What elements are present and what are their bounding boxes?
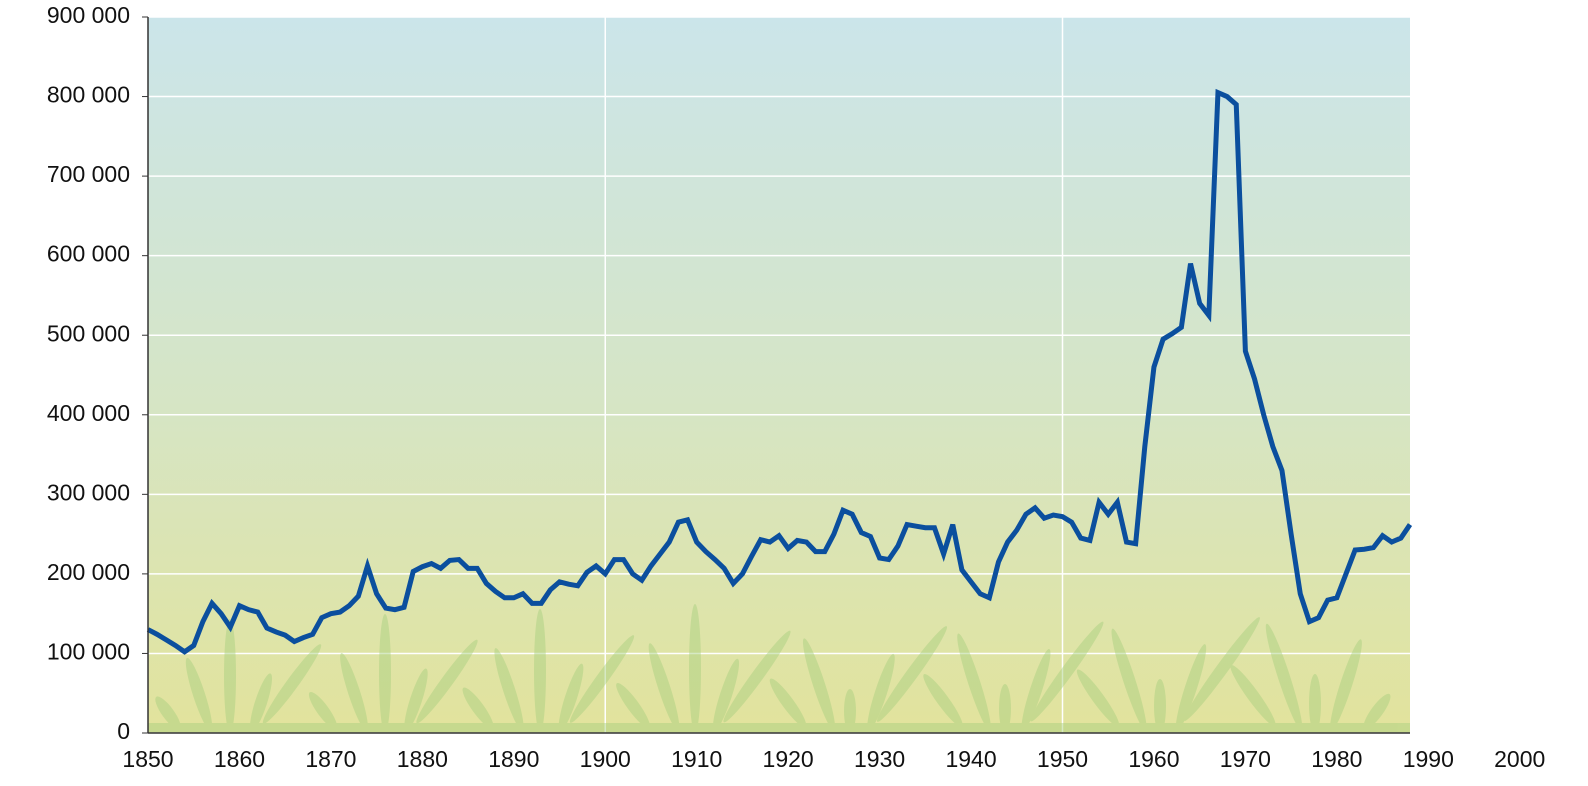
x-tick-label: 1930 — [854, 746, 905, 772]
seabed — [148, 723, 1410, 733]
x-tick-label: 1980 — [1311, 746, 1362, 772]
y-tick-label: 300 000 — [47, 479, 130, 505]
y-tick-label: 500 000 — [47, 320, 130, 346]
y-tick-label: 200 000 — [47, 559, 130, 585]
plot-background — [148, 17, 1410, 733]
chart: 0 100 000 200 000 300 000 400 000 500 000 600 … — [0, 0, 1588, 786]
y-tick-label: 900 000 — [47, 2, 130, 28]
x-tick-label: 1920 — [763, 746, 814, 772]
x-tick-label: 1900 — [580, 746, 631, 772]
seaweed — [689, 604, 701, 733]
plot-area — [148, 17, 1410, 733]
y-tick-label: 100 000 — [47, 639, 130, 665]
x-tick-label: 1860 — [214, 746, 265, 772]
y-tick-label: 700 000 — [47, 161, 130, 187]
x-tick-label: 1870 — [305, 746, 356, 772]
x-tick-label: 1850 — [122, 746, 173, 772]
y-tick-label: 0 — [117, 718, 130, 744]
x-tick-label: 1970 — [1220, 746, 1271, 772]
x-tick-label: 1910 — [671, 746, 722, 772]
y-tick-label: 800 000 — [47, 82, 130, 108]
x-tick-label: 1960 — [1128, 746, 1179, 772]
seaweed — [224, 619, 236, 733]
x-tick-label: 1880 — [397, 746, 448, 772]
x-tick-label: 1990 — [1403, 746, 1454, 772]
x-tick-label: 2000 — [1494, 746, 1545, 772]
seaweed — [534, 609, 546, 733]
seaweed — [379, 614, 391, 733]
x-tick-label: 1890 — [488, 746, 539, 772]
x-tick-label: 1940 — [945, 746, 996, 772]
y-tick-label: 600 000 — [47, 241, 130, 267]
x-tick-label: 1950 — [1037, 746, 1088, 772]
page: 0 100 000 200 000 300 000 400 000 500 000 600 … — [0, 0, 1588, 786]
y-tick-label: 400 000 — [47, 400, 130, 426]
